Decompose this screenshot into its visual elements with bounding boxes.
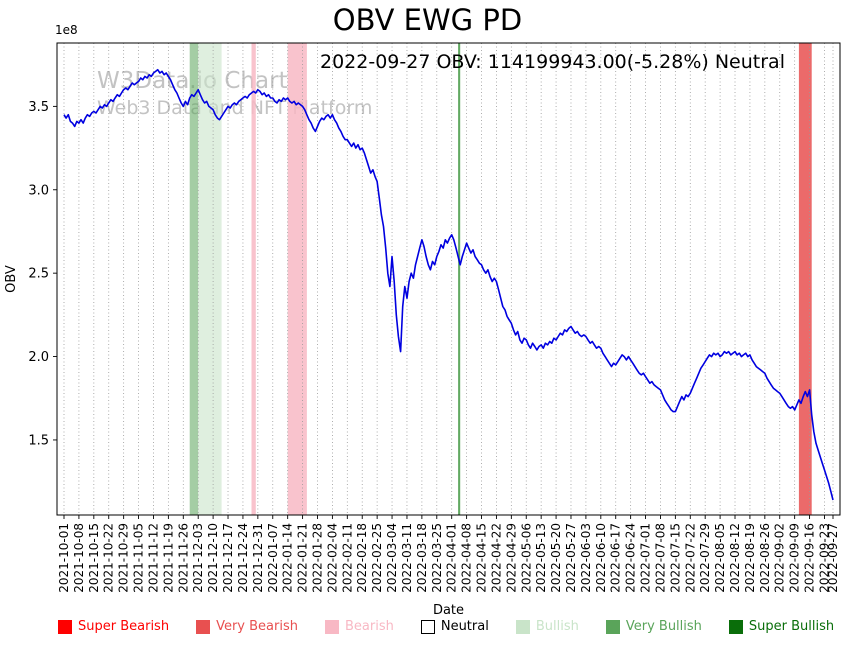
y-offset-label: 1e8	[55, 23, 78, 37]
signal-band-bearish	[287, 43, 307, 515]
x-tick-label: 2022-09-16	[803, 523, 817, 593]
x-tick-label: 2022-02-04	[325, 523, 339, 593]
very-bullish-swatch	[605, 619, 620, 634]
x-tick-label: 2022-09-02	[773, 523, 787, 593]
x-tick-label: 2022-09-27	[826, 523, 840, 593]
x-tick-label: 2021-11-12	[146, 523, 160, 593]
legend-item-super-bearish: Super Bearish	[58, 619, 169, 634]
legend-item-bearish: Bearish	[324, 619, 394, 634]
legend-label-super-bearish: Super Bearish	[78, 619, 170, 634]
x-tick-label: 2022-04-22	[489, 523, 503, 593]
legend-item-super-bullish: Super Bullish	[728, 619, 835, 634]
x-axis-label: Date	[433, 603, 464, 618]
x-tick-label: 2021-12-03	[191, 523, 205, 593]
x-tick-label: 2021-10-08	[72, 523, 86, 593]
x-tick-label: 2021-12-17	[221, 523, 235, 593]
neutral-swatch	[420, 619, 435, 634]
x-tick-label: 2021-11-05	[132, 523, 146, 593]
x-tick-label: 2022-06-17	[609, 523, 623, 593]
x-tick-label: 2022-07-29	[698, 523, 712, 593]
x-tick-label: 2022-07-08	[653, 523, 667, 593]
chart-title: OBV EWG PD	[332, 3, 523, 37]
x-tick-label: 2022-05-06	[519, 523, 533, 593]
x-tick-label: 2021-10-15	[87, 523, 101, 593]
x-tick-label: 2021-10-22	[102, 523, 116, 593]
x-tick-label: 2022-05-27	[564, 523, 578, 593]
x-tick-label: 2022-01-07	[266, 523, 280, 593]
y-axis-label: OBV	[4, 265, 19, 293]
x-tick-label: 2022-01-28	[310, 523, 324, 593]
x-tick-label: 2022-03-18	[415, 523, 429, 593]
x-tick-label: 2021-11-26	[176, 523, 190, 593]
x-tick-label: 2021-10-01	[57, 523, 71, 593]
x-tick-label: 2022-07-01	[639, 523, 653, 593]
signal-band-very_bearish	[798, 43, 812, 515]
x-tick-label: 2022-06-10	[594, 523, 608, 593]
x-tick-label: 2022-05-20	[549, 523, 563, 593]
x-tick-label: 2022-03-11	[400, 523, 414, 593]
legend-label-very-bullish: Very Bullish	[625, 619, 702, 634]
legend-label-very-bearish: Very Bearish	[216, 619, 298, 634]
x-tick-label: 2022-06-03	[579, 523, 593, 593]
x-tick-label: 2022-08-12	[728, 523, 742, 593]
x-tick-label: 2021-11-19	[161, 523, 175, 593]
legend-item-bullish: Bullish	[515, 619, 579, 634]
very-bearish-swatch	[196, 619, 211, 634]
legend-item-very-bullish: Very Bullish	[605, 619, 702, 634]
x-tick-label: 2022-08-19	[743, 523, 757, 593]
x-tick-label: 2022-01-21	[296, 523, 310, 593]
x-tick-label: 2022-09-23	[817, 523, 831, 593]
x-tick-label: 2022-07-22	[683, 523, 697, 593]
y-tick-label: 1.5	[28, 433, 49, 448]
x-tick-label: 2022-03-04	[385, 523, 399, 593]
signal-band-very_bullish	[458, 43, 461, 515]
signal-band-bearish	[251, 43, 256, 515]
super-bullish-swatch	[728, 619, 743, 634]
x-tick-label: 2022-09-09	[788, 523, 802, 593]
bearish-swatch	[324, 619, 339, 634]
x-tick-label: 2021-12-24	[236, 523, 250, 593]
super-bearish-swatch	[58, 619, 72, 634]
x-tick-label: 2021-10-29	[117, 523, 131, 593]
chart-subtitle: 2022-09-27 OBV: 114199943.00(-5.28%) Neu…	[320, 51, 785, 73]
signal-band-bullish	[198, 43, 222, 515]
x-tick-label: 2022-04-29	[504, 523, 518, 593]
legend-label-bearish: Bearish	[344, 619, 394, 634]
y-tick-label: 3.0	[28, 183, 49, 198]
x-tick-label: 2022-02-25	[370, 523, 384, 593]
signal-band-very_bullish	[189, 43, 199, 515]
legend-label-super-bullish: Super Bullish	[748, 619, 835, 634]
y-tick-label: 3.5	[28, 100, 49, 115]
x-tick-label: 2022-02-11	[340, 523, 354, 593]
x-tick-label: 2022-03-25	[430, 523, 444, 593]
plot-border	[56, 42, 841, 516]
x-tick-label: 2022-02-18	[355, 523, 369, 593]
x-tick-label: 2022-05-13	[534, 523, 548, 593]
y-tick-label: 2.0	[28, 350, 49, 365]
obv-line	[63, 68, 834, 501]
legend-item-very-bearish: Very Bearish	[196, 619, 298, 634]
x-tick-label: 2021-12-10	[206, 523, 220, 593]
legend-label-bullish: Bullish	[535, 619, 579, 634]
x-tick-label: 2021-12-31	[251, 523, 265, 593]
x-tick-label: 2022-08-26	[758, 523, 772, 593]
bullish-swatch	[515, 619, 530, 634]
x-tick-label: 2022-07-15	[668, 523, 682, 593]
x-tick-label: 2022-04-01	[445, 523, 459, 593]
legend: Super Bearish Very Bearish Bearish Neutral B…	[58, 619, 834, 634]
x-tick-label: 2022-08-05	[713, 523, 727, 593]
x-tick-label: 2022-01-14	[281, 523, 295, 593]
y-tick-label: 2.5	[28, 267, 49, 282]
x-tick-label: 2022-04-08	[460, 523, 474, 593]
x-tick-label: 2022-04-15	[475, 523, 489, 593]
x-tick-label: 2022-06-24	[624, 523, 638, 593]
legend-label-neutral: Neutral	[440, 619, 489, 634]
legend-item-neutral: Neutral	[420, 619, 489, 634]
